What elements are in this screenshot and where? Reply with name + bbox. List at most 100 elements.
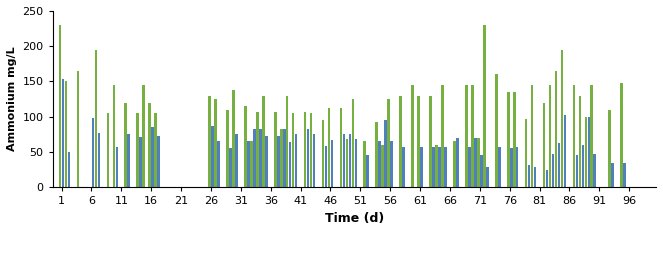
Bar [307, 129, 310, 187]
Bar [304, 112, 306, 187]
Bar [621, 83, 623, 187]
Bar [543, 103, 546, 187]
Bar [385, 120, 387, 187]
Bar [65, 81, 68, 187]
Bar [139, 137, 142, 187]
Bar [498, 147, 501, 187]
Bar [349, 134, 351, 187]
Bar [531, 85, 534, 187]
Bar [432, 147, 435, 187]
Bar [420, 147, 423, 187]
Bar [367, 155, 369, 187]
Bar [465, 85, 467, 187]
Bar [429, 95, 432, 187]
Bar [411, 85, 414, 187]
Bar [277, 136, 280, 187]
Bar [95, 50, 97, 187]
Bar [480, 155, 483, 187]
Bar [283, 129, 286, 187]
Bar [555, 71, 558, 187]
Bar [453, 141, 455, 187]
Bar [151, 127, 154, 187]
Bar [399, 95, 402, 187]
Bar [331, 140, 333, 187]
Bar [339, 108, 342, 187]
Bar [328, 108, 330, 187]
Bar [387, 99, 390, 187]
Bar [564, 115, 566, 187]
Bar [127, 134, 130, 187]
Bar [623, 162, 626, 187]
Bar [581, 145, 584, 187]
Bar [280, 129, 282, 187]
Bar [375, 122, 378, 187]
Bar [59, 25, 62, 187]
Bar [381, 145, 384, 187]
Bar [417, 95, 420, 187]
Bar [232, 90, 235, 187]
Bar [286, 95, 288, 187]
Bar [391, 141, 393, 187]
Bar [579, 95, 581, 187]
Bar [456, 138, 459, 187]
Bar [211, 126, 213, 187]
Bar [379, 141, 381, 187]
Bar [253, 129, 256, 187]
Bar [345, 139, 348, 187]
Bar [235, 134, 238, 187]
Bar [483, 25, 485, 187]
Bar [91, 118, 94, 187]
Bar [512, 92, 516, 187]
Bar [262, 95, 265, 187]
Bar [507, 92, 510, 187]
Bar [593, 154, 596, 187]
Bar [591, 85, 593, 187]
Bar [137, 113, 139, 187]
Bar [313, 134, 316, 187]
Bar [534, 167, 536, 187]
Bar [587, 117, 590, 187]
Bar [343, 134, 345, 187]
Bar [609, 110, 611, 187]
Bar [474, 138, 477, 187]
Y-axis label: Ammonium mg/L: Ammonium mg/L [7, 47, 17, 151]
Bar [477, 138, 479, 187]
Bar [363, 141, 366, 187]
Bar [214, 99, 217, 187]
Bar [561, 50, 564, 187]
Bar [573, 85, 575, 187]
Bar [546, 170, 548, 187]
X-axis label: Time (d): Time (d) [325, 212, 384, 225]
Bar [256, 112, 259, 187]
Bar [157, 136, 160, 187]
Bar [113, 85, 115, 187]
Bar [289, 142, 292, 187]
Bar [525, 119, 528, 187]
Bar [468, 147, 471, 187]
Bar [115, 147, 118, 187]
Bar [68, 152, 70, 187]
Bar [471, 85, 473, 187]
Bar [486, 167, 489, 187]
Bar [217, 141, 219, 187]
Bar [575, 155, 578, 187]
Bar [435, 145, 438, 187]
Bar [143, 85, 145, 187]
Bar [77, 71, 80, 187]
Bar [444, 147, 447, 187]
Bar [154, 113, 157, 187]
Bar [62, 79, 64, 187]
Bar [351, 99, 354, 187]
Bar [310, 113, 312, 187]
Bar [226, 110, 229, 187]
Bar [292, 113, 294, 187]
Bar [208, 95, 211, 187]
Bar [322, 120, 324, 187]
Bar [495, 74, 498, 187]
Bar [611, 162, 614, 187]
Bar [355, 139, 357, 187]
Bar [229, 148, 232, 187]
Bar [97, 133, 100, 187]
Bar [585, 117, 587, 187]
Bar [325, 146, 328, 187]
